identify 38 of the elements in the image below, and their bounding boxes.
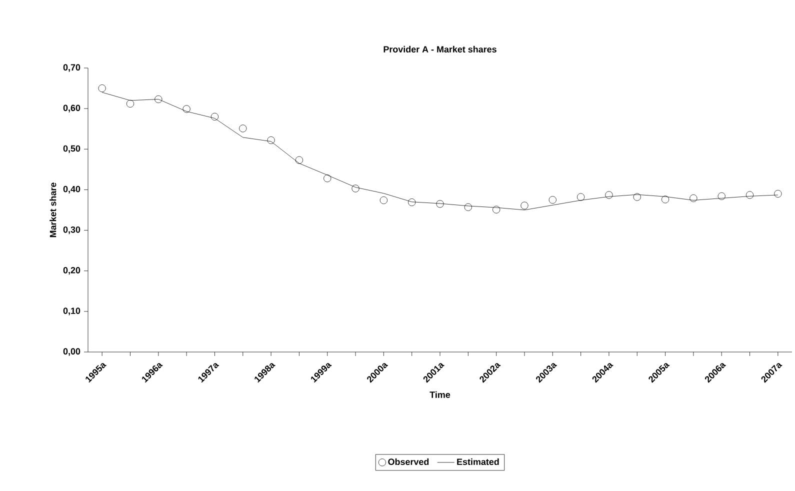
point [267, 136, 275, 144]
point [154, 95, 162, 104]
point [548, 196, 556, 204]
y-tick-label: 0,20 [63, 267, 80, 275]
point [746, 191, 754, 199]
point [718, 192, 726, 200]
point [492, 206, 500, 214]
point [239, 124, 247, 132]
point [436, 200, 444, 208]
point [577, 193, 585, 201]
y-tick-label: 0,60 [63, 104, 80, 112]
chart-title: Provider A - Market shares [384, 46, 496, 53]
y-tick-label: 0,50 [63, 145, 80, 153]
point [633, 193, 641, 201]
y-tick-label: 0,00 [63, 348, 80, 356]
y-tick-label: 0,70 [63, 64, 80, 72]
legend-label: Observed [388, 458, 429, 466]
point [210, 112, 219, 120]
point [295, 156, 303, 164]
point [464, 203, 472, 211]
point [352, 184, 360, 192]
point [126, 100, 134, 108]
point [662, 196, 670, 204]
point [324, 174, 332, 182]
y-axis-title: Market share [50, 182, 56, 238]
y-tick-label: 0,10 [63, 308, 80, 316]
y-tick-label: 0,40 [63, 186, 80, 194]
point [690, 194, 698, 202]
point [98, 84, 106, 92]
point [605, 191, 613, 199]
point [408, 198, 416, 206]
x-axis-title: Time [430, 391, 450, 398]
legend-label: Estimated [457, 458, 499, 466]
point [380, 196, 388, 204]
point [182, 105, 190, 113]
y-tick-label: 0,30 [63, 226, 80, 234]
point [520, 202, 528, 210]
point [774, 190, 782, 198]
